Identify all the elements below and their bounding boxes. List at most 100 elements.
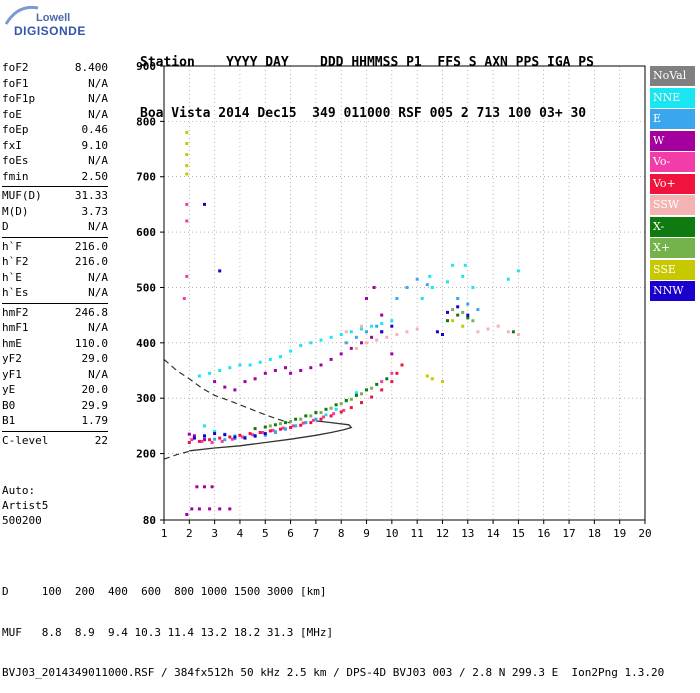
data-point <box>463 263 467 267</box>
param-row: h`F2 216.0 <box>2 254 108 270</box>
data-point <box>496 324 500 328</box>
data-point <box>365 297 368 300</box>
data-point <box>339 333 343 336</box>
data-point <box>243 380 247 384</box>
data-point <box>197 439 201 443</box>
x-tick-label: 8 <box>338 527 345 540</box>
data-point <box>185 219 189 223</box>
data-point <box>289 371 293 375</box>
param-value: 0.46 <box>81 123 109 136</box>
data-point <box>446 280 449 284</box>
data-point <box>233 388 237 392</box>
series-nnw <box>192 202 470 440</box>
param-value: N/A <box>88 154 108 167</box>
param-row: foEp 0.46 <box>2 122 108 138</box>
y-tick-label: 900 <box>136 60 156 73</box>
param-separator <box>2 430 108 432</box>
param-label: fxI <box>2 138 22 152</box>
data-point <box>380 313 384 317</box>
data-point <box>516 333 520 336</box>
data-point <box>380 380 384 384</box>
x-tick-label: 13 <box>461 527 474 540</box>
param-value: 246.8 <box>74 305 108 319</box>
artist-version: Artist5 <box>2 499 49 512</box>
data-point <box>218 369 222 372</box>
data-point <box>301 421 305 425</box>
data-point <box>185 130 189 134</box>
footer-file-info: BVJ03_2014349011000.RSF / 384fx512h 50 k… <box>2 666 665 679</box>
chart-grid <box>164 66 645 520</box>
series-sse <box>185 130 465 384</box>
param-value: N/A <box>88 286 108 299</box>
x-tick-label: 2 <box>186 527 193 540</box>
param-label: h`Es <box>2 286 29 299</box>
series-w <box>185 286 404 516</box>
data-point <box>344 398 348 402</box>
data-point <box>390 352 394 356</box>
header-line-2: Boa Vista 2014 Dec15 349 011000 RSF 005 … <box>140 106 587 121</box>
data-point <box>380 388 384 392</box>
data-point <box>299 417 303 421</box>
data-point <box>461 324 465 328</box>
data-point <box>271 428 275 432</box>
data-point <box>319 417 323 421</box>
data-point <box>258 360 262 364</box>
data-point <box>344 330 348 334</box>
data-point <box>425 374 429 378</box>
x-tick-label: 4 <box>237 527 244 540</box>
param-label: B1 <box>2 414 16 427</box>
data-point <box>185 274 189 278</box>
data-point <box>185 202 189 206</box>
param-value: 31.33 <box>74 189 108 202</box>
data-point <box>339 352 343 356</box>
data-point <box>400 363 404 367</box>
param-value: 216.0 <box>74 255 108 268</box>
data-points <box>182 130 520 516</box>
data-point <box>385 377 389 381</box>
data-point <box>279 427 282 431</box>
legend-item-noval: NoVal <box>650 66 695 86</box>
data-point <box>332 412 336 416</box>
data-point <box>370 324 374 328</box>
series-vo- <box>187 363 404 444</box>
x-tick-label: 18 <box>588 527 601 540</box>
data-point <box>354 346 358 350</box>
data-point <box>370 335 374 339</box>
data-point <box>233 435 237 439</box>
data-point <box>360 392 363 396</box>
data-point <box>197 374 201 378</box>
data-point <box>284 366 287 370</box>
confidence-code: 500200 <box>2 514 42 527</box>
param-row: hmE 110.0 <box>2 336 108 352</box>
data-point <box>218 436 222 440</box>
data-point <box>223 385 227 389</box>
data-point <box>365 388 368 392</box>
param-label: h`F2 <box>2 255 29 268</box>
param-row: M(D) 3.73 <box>2 204 108 220</box>
data-point <box>375 338 379 342</box>
data-point <box>319 338 323 342</box>
data-point <box>349 397 353 401</box>
data-point <box>395 297 399 300</box>
data-point <box>451 263 455 267</box>
x-tick-label: 20 <box>638 527 651 540</box>
param-label: yE <box>2 383 16 396</box>
data-point <box>334 403 338 407</box>
param-label: h`E <box>2 270 22 284</box>
data-point <box>324 407 328 411</box>
legend-item-w: W <box>650 130 695 151</box>
data-point <box>319 363 323 367</box>
y-tick-label: 300 <box>136 392 156 405</box>
param-separator <box>2 302 108 304</box>
data-point <box>210 485 214 489</box>
data-point <box>200 439 204 443</box>
data-point <box>415 327 419 331</box>
data-point <box>405 286 409 289</box>
logo-digisonde: DIGISONDE <box>14 24 86 38</box>
data-point <box>309 341 313 345</box>
param-value: N/A <box>88 367 108 381</box>
data-point <box>329 414 333 418</box>
legend-item-sse: SSE <box>650 259 695 280</box>
param-row: h`F 216.0 <box>2 239 108 255</box>
data-point <box>390 319 394 323</box>
